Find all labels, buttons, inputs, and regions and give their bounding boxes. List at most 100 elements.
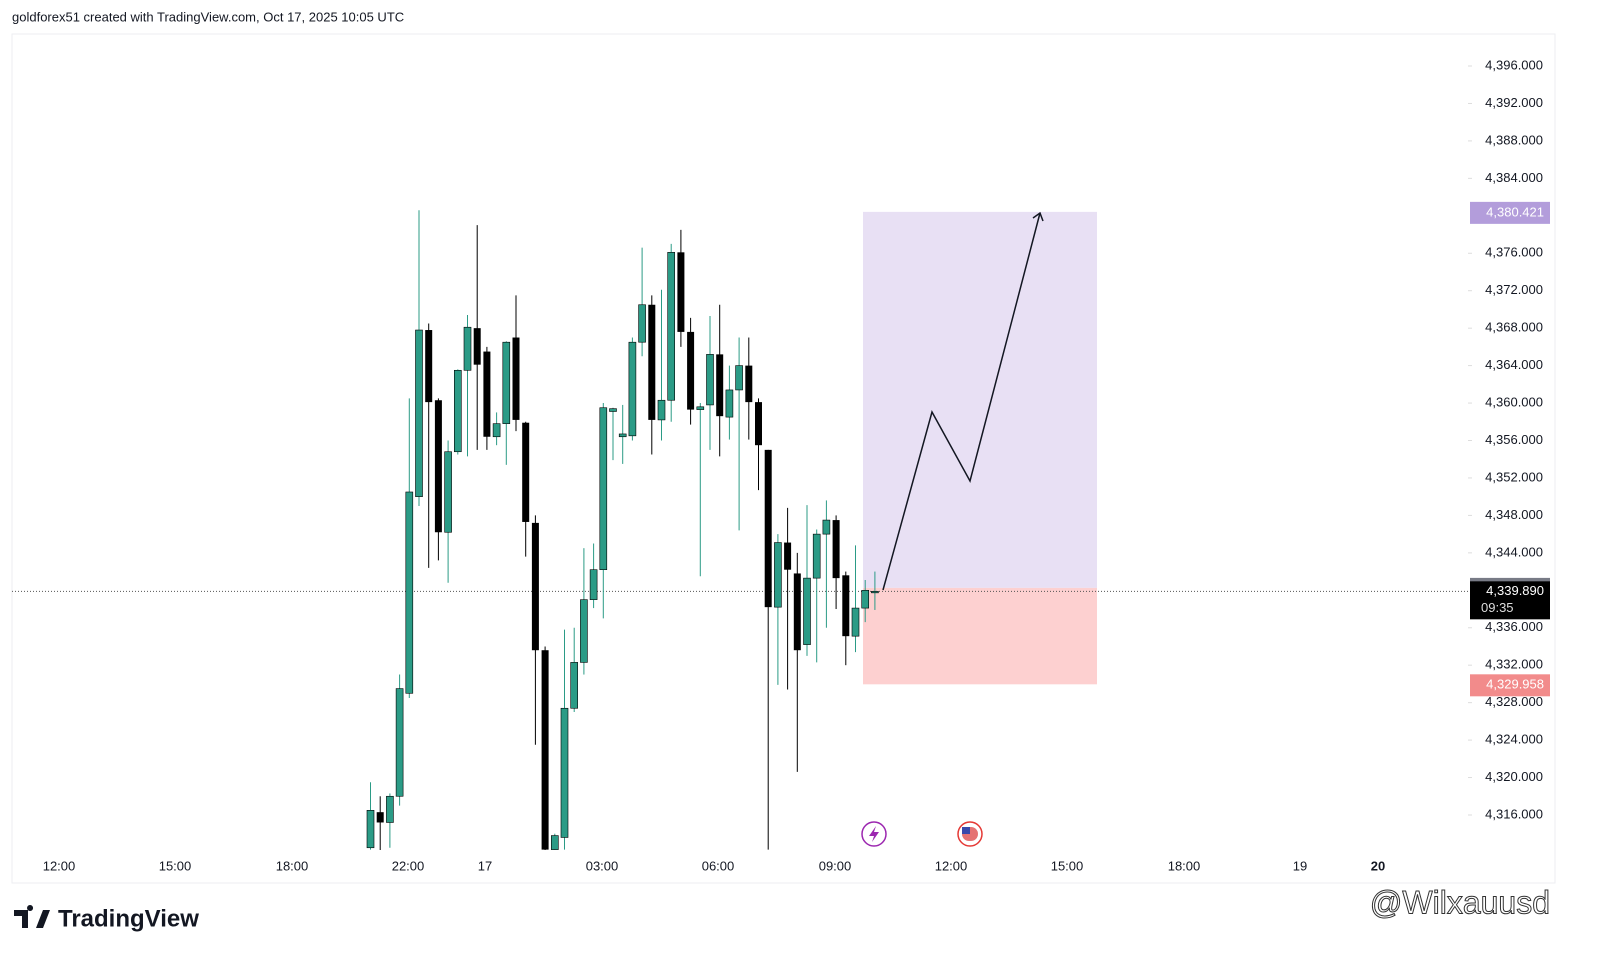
y-tick-label: 4,396.000 xyxy=(1485,57,1543,72)
x-tick-label: 18:00 xyxy=(276,858,309,873)
candle-body xyxy=(425,330,433,403)
candle-body xyxy=(395,688,404,797)
candle-body xyxy=(599,407,608,570)
y-tick-label: 4,316.000 xyxy=(1485,806,1543,821)
y-tick-label: 4,332.000 xyxy=(1485,657,1543,672)
y-tick-label: 4,360.000 xyxy=(1485,394,1543,409)
y-tick-label: 4,324.000 xyxy=(1485,732,1543,747)
y-tick-label: 4,376.000 xyxy=(1485,245,1543,260)
y-tick-label: 4,368.000 xyxy=(1485,320,1543,335)
candle-body xyxy=(851,607,860,637)
candle-body xyxy=(405,491,414,694)
watermark: @Wilxauusd xyxy=(1370,884,1550,920)
candle-body xyxy=(531,522,539,651)
arrow-head xyxy=(1032,211,1044,222)
candle-body xyxy=(522,422,530,522)
candle-body xyxy=(822,519,831,535)
countdown: 09:35 xyxy=(1481,600,1514,615)
current-tag xyxy=(1470,581,1550,620)
lightning xyxy=(869,826,879,842)
x-tick-label: 22:00 xyxy=(392,858,425,873)
frame xyxy=(11,33,1556,884)
candle-body xyxy=(725,389,734,418)
candle-body xyxy=(570,662,579,709)
candle-body xyxy=(502,341,511,424)
y-tick-label: 4,348.000 xyxy=(1485,507,1543,522)
target-tag-label: 4,380.421 xyxy=(1486,204,1544,219)
candle-body xyxy=(667,252,676,401)
flag-canton xyxy=(962,827,970,834)
y-tick-label: 4,320.000 xyxy=(1485,769,1543,784)
x-tick-label: 12:00 xyxy=(935,858,968,873)
candle-body xyxy=(842,575,850,637)
candle-body xyxy=(483,351,491,437)
candle-body xyxy=(803,577,811,645)
x-tick-label: 03:00 xyxy=(586,858,619,873)
logo-text: TradingView xyxy=(58,905,199,932)
candle-body xyxy=(376,812,384,823)
x-tick-label: 15:00 xyxy=(159,858,192,873)
stop-zone xyxy=(863,587,1097,685)
candle-body xyxy=(541,650,549,850)
candle-body xyxy=(444,451,452,533)
y-tick-label: 4,328.000 xyxy=(1485,694,1543,709)
candle-body xyxy=(492,423,501,438)
current-tag-label: 4,339.890 xyxy=(1486,583,1544,598)
candle-body xyxy=(793,573,801,651)
candle-body xyxy=(696,406,705,410)
y-tick-label: 4,352.000 xyxy=(1485,469,1543,484)
candle-body xyxy=(871,591,879,594)
logo: TradingView xyxy=(14,905,199,932)
candle-body xyxy=(560,707,569,838)
candle-body xyxy=(677,252,685,332)
y-tick-label: 4,356.000 xyxy=(1485,432,1543,447)
y-tick-label: 4,364.000 xyxy=(1485,357,1543,372)
candle-body xyxy=(473,328,481,365)
y-tick-label: 4,372.000 xyxy=(1485,282,1543,297)
candle-body xyxy=(648,304,656,420)
y-tick-label: 4,392.000 xyxy=(1485,95,1543,110)
candle-body xyxy=(774,542,782,608)
stop-tag xyxy=(1470,674,1550,697)
y-tick-label: 4,384.000 xyxy=(1485,170,1543,185)
candle-body xyxy=(735,365,743,391)
candle-body xyxy=(550,835,559,850)
candle-body xyxy=(512,337,520,420)
candle-body xyxy=(812,533,821,579)
x-tick-label: 19 xyxy=(1293,858,1307,873)
candle-body xyxy=(638,304,646,343)
x-tick-label: 18:00 xyxy=(1168,858,1201,873)
target-tag xyxy=(1470,201,1550,224)
target-zone xyxy=(863,211,1097,588)
candle-body xyxy=(687,331,695,410)
y-tick-label: 4,344.000 xyxy=(1485,544,1543,559)
candle-body xyxy=(386,795,394,823)
plot: 4,316.000 4,320.000 4,324.000 4,328.000 4,33… xyxy=(12,57,1543,873)
x-tick-label: 20 xyxy=(1371,858,1385,873)
candle-body xyxy=(716,354,724,417)
x-tick-label: 12:00 xyxy=(43,858,76,873)
candle-body xyxy=(415,329,423,497)
candle-body xyxy=(745,365,753,403)
header: goldforex51 created with TradingView.com… xyxy=(12,9,404,24)
candle-body xyxy=(764,449,772,608)
candle-body xyxy=(784,542,792,570)
candle-body xyxy=(657,399,666,421)
x-tick-label: 09:00 xyxy=(819,858,852,873)
stop-tag-label: 4,329.958 xyxy=(1486,677,1544,692)
y-tick-label: 4,388.000 xyxy=(1485,132,1543,147)
candle-body xyxy=(832,520,840,579)
x-tick-label: 17 xyxy=(478,858,492,873)
candle-body xyxy=(453,369,462,453)
candle-body xyxy=(463,326,472,371)
candle-body xyxy=(366,810,375,849)
y-tick-label: 4,336.000 xyxy=(1485,619,1543,634)
candle-body xyxy=(589,569,598,600)
candle-body xyxy=(861,589,870,609)
candle-body xyxy=(434,400,442,533)
candle-body xyxy=(618,433,627,438)
x-tick-label: 15:00 xyxy=(1051,858,1084,873)
candle-body xyxy=(628,341,637,437)
x-tick-label: 06:00 xyxy=(702,858,735,873)
